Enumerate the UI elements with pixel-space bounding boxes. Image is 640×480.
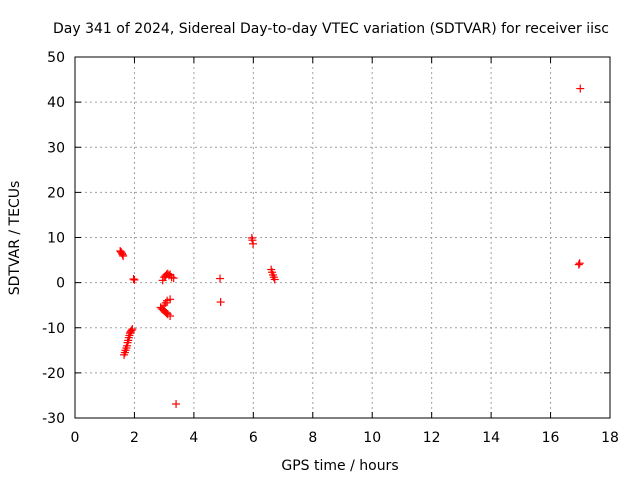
y-tick-label: -20 — [42, 366, 65, 382]
data-point — [575, 259, 584, 268]
x-tick-label: 8 — [308, 430, 317, 446]
x-tick-label: 2 — [130, 430, 139, 446]
x-tick-label: 4 — [189, 430, 198, 446]
x-tick-label: 18 — [601, 430, 619, 446]
data-point — [249, 239, 258, 248]
y-tick-label: -10 — [42, 321, 65, 337]
data-point — [576, 84, 585, 93]
data-point — [130, 275, 139, 284]
y-tick-label: 10 — [47, 231, 65, 247]
x-tick-label: 16 — [542, 430, 560, 446]
x-tick-label: 14 — [482, 430, 500, 446]
y-tick-label: 20 — [47, 185, 65, 201]
data-point — [169, 274, 178, 283]
y-tick-label: 0 — [56, 276, 65, 292]
y-tick-label: 30 — [47, 140, 65, 156]
points-layer — [116, 84, 585, 409]
grid-layer — [75, 57, 610, 418]
y-tick-label: 50 — [47, 50, 65, 66]
x-tick-label: 6 — [249, 430, 258, 446]
x-tick-label: 0 — [71, 430, 80, 446]
chart-title: Day 341 of 2024, Sidereal Day-to-day VTE… — [53, 21, 609, 37]
data-point — [216, 274, 225, 283]
tick-layer: 0 2 4 6 8 10 12 14 16 18 -30 -20 -10 0 10 20 30 40 50 — [42, 50, 619, 446]
data-point — [127, 326, 136, 335]
data-point — [129, 275, 138, 284]
y-tick-label: 40 — [47, 95, 65, 111]
data-point — [270, 275, 279, 284]
x-axis-label: GPS time / hours — [281, 458, 398, 474]
x-tick-label: 12 — [423, 430, 441, 446]
data-point — [574, 260, 583, 269]
y-tick-label: -30 — [42, 411, 65, 427]
data-point — [166, 312, 175, 321]
data-point — [119, 252, 128, 261]
data-point — [166, 295, 175, 304]
data-point — [216, 298, 225, 307]
data-point — [128, 325, 137, 334]
data-point — [172, 400, 181, 409]
x-tick-label: 10 — [363, 430, 381, 446]
y-axis-label: SDTVAR / TECUs — [7, 181, 23, 296]
